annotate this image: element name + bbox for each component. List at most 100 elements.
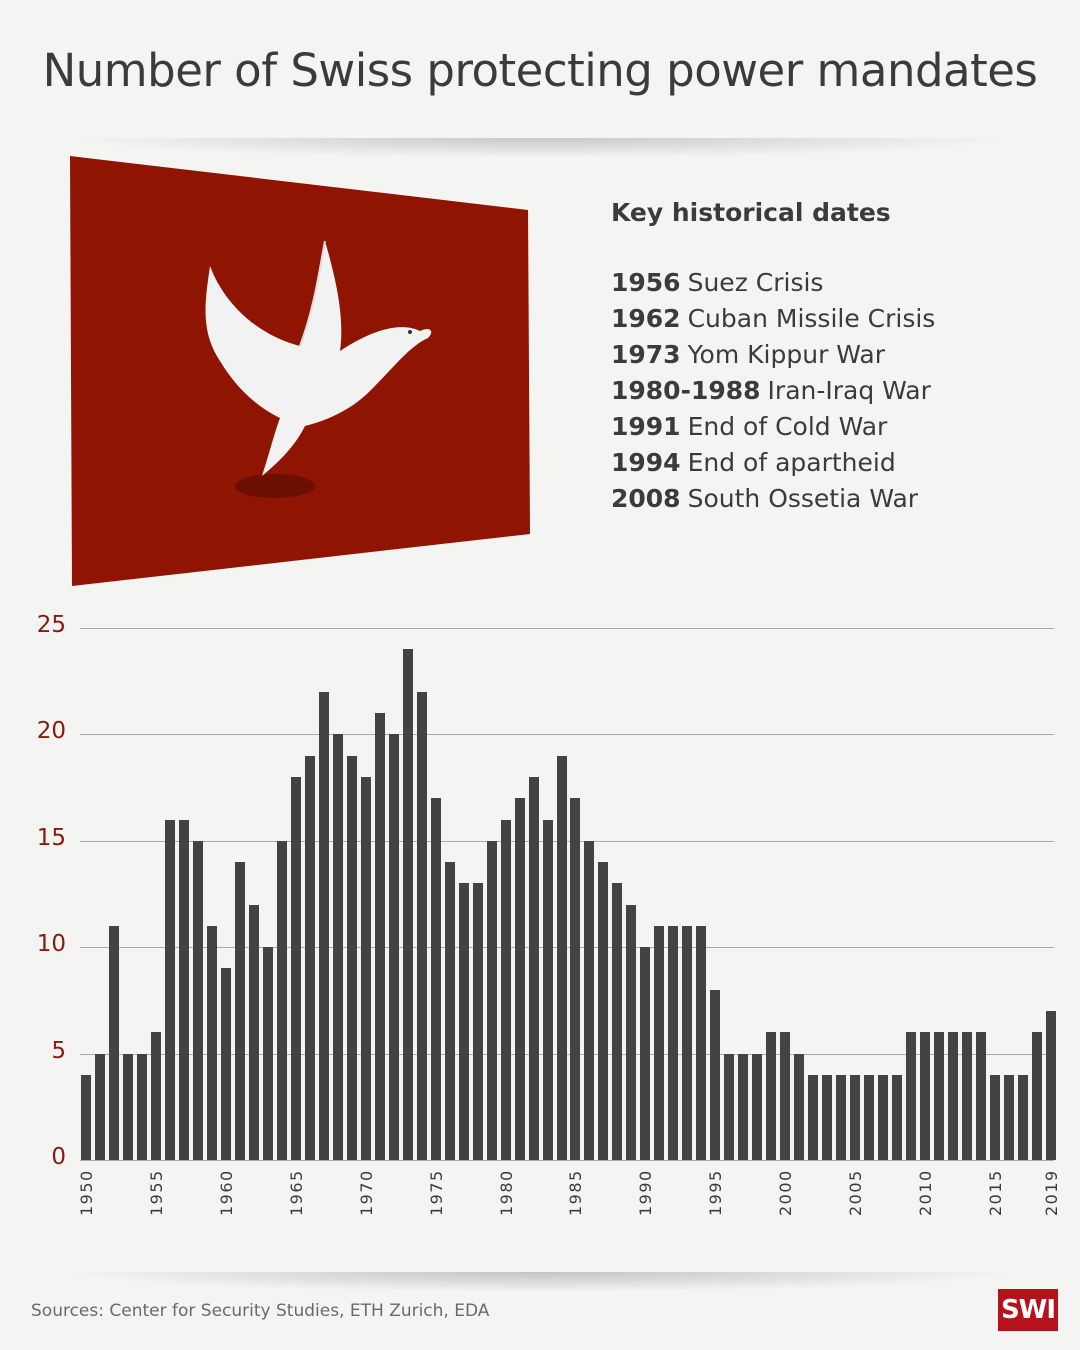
bar-2006 <box>864 1074 875 1160</box>
bar-2019 <box>1046 1011 1056 1160</box>
x-axis-tick-label: 2015 <box>986 1169 1006 1216</box>
bar-1977 <box>458 883 469 1160</box>
bar-1996 <box>724 1053 735 1160</box>
x-axis-tick-label: 1965 <box>286 1169 306 1216</box>
bar-1958 <box>192 840 203 1160</box>
bar-1950 <box>81 1074 91 1160</box>
bar-1975 <box>430 798 441 1160</box>
bar-1973 <box>402 649 413 1160</box>
bar-2013 <box>962 1032 973 1160</box>
key-date-event: End of Cold War <box>687 412 888 441</box>
chart-title: Number of Swiss protecting power mandate… <box>42 44 1038 97</box>
y-axis-tick-label: 15 <box>36 824 66 851</box>
y-axis-tick-label: 5 <box>51 1037 66 1064</box>
key-date-event: Suez Crisis <box>687 268 824 297</box>
bar-1955 <box>150 1032 161 1160</box>
x-axis-tick-label: 1950 <box>77 1169 96 1216</box>
key-date-event: End of apartheid <box>687 448 896 477</box>
bar-1952 <box>108 925 119 1160</box>
bar-1957 <box>178 819 189 1160</box>
key-date-item: 1991 End of Cold War <box>611 409 935 445</box>
bar-1968 <box>332 734 343 1160</box>
bar-1967 <box>318 691 329 1160</box>
bar-1956 <box>164 819 175 1160</box>
x-axis-tick-label: 2010 <box>916 1169 936 1216</box>
bar-1986 <box>584 840 595 1160</box>
bar-1954 <box>136 1053 147 1160</box>
key-date-year: 1991 <box>611 412 681 441</box>
y-axis-tick-label: 20 <box>36 718 66 745</box>
bar-1983 <box>542 819 553 1160</box>
key-dates-title: Key historical dates <box>611 198 891 227</box>
bar-1997 <box>738 1053 749 1160</box>
gridline <box>80 840 1054 842</box>
key-date-year: 1994 <box>611 448 681 477</box>
bar-2014 <box>976 1032 987 1160</box>
bar-1974 <box>416 691 427 1160</box>
bar-1966 <box>304 755 315 1160</box>
x-axis-tick-label: 1990 <box>636 1169 656 1216</box>
key-date-year: 2008 <box>611 484 681 513</box>
x-axis-tick-label: 2000 <box>776 1169 796 1216</box>
bar-1999 <box>766 1032 777 1160</box>
bar-2011 <box>934 1032 945 1160</box>
key-date-item: 1980-1988 Iran-Iraq War <box>611 373 935 409</box>
bar-2005 <box>850 1074 861 1160</box>
bar-1985 <box>570 798 581 1160</box>
bar-1988 <box>612 883 623 1160</box>
bar-1987 <box>598 862 609 1160</box>
bar-1972 <box>388 734 399 1160</box>
key-date-item: 1962 Cuban Missile Crisis <box>611 301 935 337</box>
bar-2018 <box>1032 1032 1042 1160</box>
key-date-item: 1994 End of apartheid <box>611 445 935 481</box>
bar-2003 <box>822 1074 833 1160</box>
bar-2001 <box>794 1053 805 1160</box>
bar-2009 <box>906 1032 917 1160</box>
x-axis-tick-label: 1970 <box>356 1169 376 1216</box>
y-axis-tick-label: 25 <box>36 612 66 638</box>
bar-1989 <box>626 904 637 1160</box>
source-note: Sources: Center for Security Studies, ET… <box>31 1301 490 1321</box>
key-date-item: 2008 South Ossetia War <box>611 481 935 517</box>
bar-1979 <box>486 840 497 1160</box>
gridline <box>80 628 1054 629</box>
gridline <box>80 947 1054 949</box>
bar-1992 <box>668 925 679 1160</box>
gridline <box>80 734 1054 736</box>
bar-1953 <box>122 1053 133 1160</box>
key-date-year: 1962 <box>611 304 681 333</box>
dove-flag-illustration <box>70 156 530 586</box>
bar-1980 <box>500 819 511 1160</box>
key-date-year: 1980-1988 <box>611 376 761 405</box>
swi-logo: SWI <box>998 1289 1058 1331</box>
key-date-item: 1973 Yom Kippur War <box>611 337 935 373</box>
bar-2007 <box>878 1074 889 1160</box>
key-date-event: Yom Kippur War <box>687 340 886 369</box>
bar-1959 <box>206 925 217 1160</box>
bar-1995 <box>710 989 721 1160</box>
bar-2008 <box>892 1074 903 1160</box>
y-axis-tick-label: 10 <box>36 931 66 958</box>
bar-1994 <box>696 925 707 1160</box>
bar-1982 <box>528 776 539 1160</box>
x-axis-tick-label: 1980 <box>496 1169 516 1216</box>
x-axis-tick-label: 1975 <box>426 1169 446 1216</box>
bar-1984 <box>556 755 567 1160</box>
x-axis-tick-label: 1985 <box>566 1169 586 1216</box>
x-axis-tick-label: 1960 <box>216 1169 236 1216</box>
gridline <box>80 1053 1054 1055</box>
bar-1965 <box>290 776 301 1160</box>
divider-shadow <box>60 138 1020 158</box>
key-date-year: 1956 <box>611 268 681 297</box>
bar-1963 <box>262 947 273 1160</box>
bar-2000 <box>780 1032 791 1160</box>
bar-1976 <box>444 862 455 1160</box>
x-axis-tick-label: 1995 <box>706 1169 726 1216</box>
bar-1981 <box>514 798 525 1160</box>
bar-1964 <box>276 840 287 1160</box>
key-dates-panel: Key historical dates 1956 Suez Crisis 1962… <box>611 198 935 517</box>
key-date-event: Cuban Missile Crisis <box>687 304 936 333</box>
bar-1971 <box>374 713 385 1160</box>
bar-2004 <box>836 1074 847 1160</box>
key-date-year: 1973 <box>611 340 681 369</box>
